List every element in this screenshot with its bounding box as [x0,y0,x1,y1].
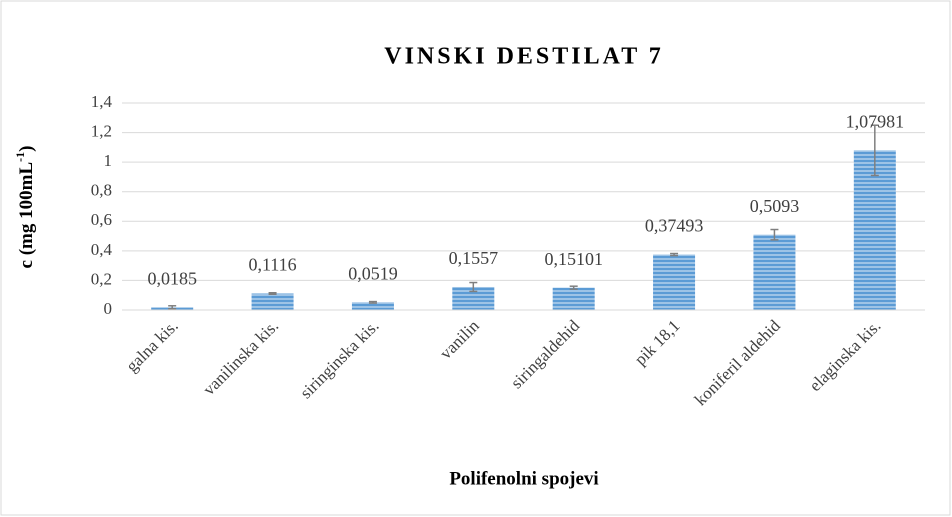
y-tick-label: 1 [104,151,113,170]
bar [452,286,495,310]
y-tick-label: 0 [104,299,113,318]
y-tick-label: 0,6 [91,210,112,229]
error-bar [770,228,779,241]
bar [853,150,896,310]
y-axis-title: c (mg 100mL-1) [13,146,38,269]
y-tick-label: 0,4 [91,240,113,259]
bar [653,254,696,310]
chart-title: VINSKI DESTILAT 7 [384,44,664,70]
y-tick-label: 1,2 [91,121,112,140]
error-bar [469,281,478,293]
data-label: 0,15101 [544,249,603,269]
y-tick-label: 0,2 [91,269,112,288]
error-bar [670,252,679,257]
x-axis-title: Polifenolni spojevi [449,468,598,489]
y-tick-label: 0,8 [91,181,112,200]
y-axis-title-main: c (mg 100mL [16,162,37,269]
data-label: 1,07981 [846,111,905,131]
error-bar [569,285,578,290]
data-label: 0,0185 [147,268,197,288]
data-label: 0,5093 [750,196,800,216]
bar [552,287,595,310]
data-label: 0,0519 [348,263,398,283]
data-label: 0,37493 [645,216,704,236]
bar [351,302,394,310]
y-axis-title-sup: -1 [13,152,27,162]
error-bar [870,124,879,177]
bar [753,234,796,310]
y-tick-label: 1,4 [91,92,113,111]
error-bar [268,292,277,295]
y-axis-title-end: ) [16,146,37,152]
error-bar [368,300,377,304]
data-label: 0,1116 [248,255,296,275]
data-label: 0,1557 [449,248,499,268]
bar [251,293,294,310]
error-bar [168,305,177,310]
